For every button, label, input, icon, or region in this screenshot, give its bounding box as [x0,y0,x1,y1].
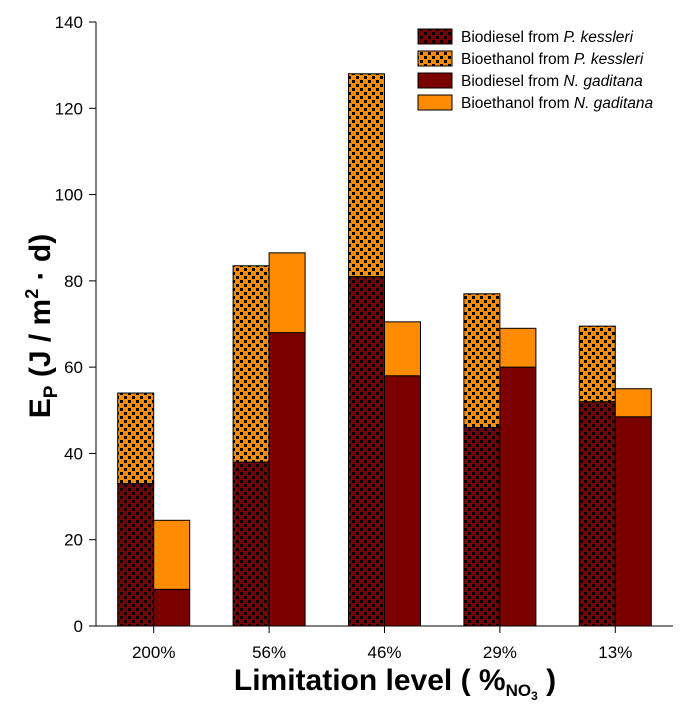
legend-label: Bioethanol from N. gaditana [461,95,654,112]
bar-ngaditana-series0-0 [153,588,191,627]
bar-pkessleri-series0-3 [463,427,501,627]
bar-ngaditana-series0-2 [384,375,421,627]
x-tick-label: 200% [132,643,175,662]
bar-pkessleri-series1-1 [232,265,270,463]
x-axis-title: Limitation level ( %NO3 ) [234,664,556,702]
bar-pkessleri-series0-0 [117,483,155,627]
bars-layer [117,73,652,627]
legend-label: Biodiesel from P. kessleri [461,29,634,46]
x-tick-label: 46% [367,643,401,662]
bar-ngaditana-series0-3 [499,366,537,627]
x-tick-label: 13% [598,643,632,662]
legend-label: Bioethanol from P. kessleri [461,51,644,68]
bar-pkessleri-series1-4 [578,325,616,403]
bar-ngaditana-series1-2 [384,321,421,377]
x-tick-label: 56% [252,643,286,662]
y-tick-label: 80 [64,272,83,291]
bar-ngaditana-series1-3 [499,327,537,368]
y-tick-label: 60 [64,358,83,377]
legend-label: Biodiesel from N. gaditana [461,73,643,90]
axes-layer: 0 20 40 60 80 100 120 140 200% 56% 46% 29% 13% [55,13,673,662]
bar-ngaditana-series1-0 [153,519,191,590]
y-tick-label: 40 [64,444,83,463]
bar-pkessleri-series0-2 [348,276,385,627]
legend-swatch [417,50,453,67]
legend-swatch [417,72,453,89]
legend: Biodiesel from P. kessleri Bioethanol fro… [417,28,654,112]
legend-swatch [417,94,453,111]
bar-pkessleri-series0-4 [578,401,616,627]
x-tick-label: 29% [483,643,517,662]
bar-ngaditana-series0-1 [268,332,306,627]
bar-pkessleri-series1-0 [117,392,155,485]
legend-swatch [417,28,453,45]
y-tick-label: 120 [55,99,83,118]
y-axis-title: EP (J / m2 · d) [22,234,62,418]
bar-pkessleri-series1-3 [463,293,501,429]
y-tick-label: 20 [64,531,83,550]
bar-pkessleri-series0-1 [232,461,270,627]
axis-labels: EP (J / m2 · d) Limitation level ( %NO3 ) [22,234,556,703]
bar-ngaditana-series0-4 [614,416,652,627]
bar-ngaditana-series1-4 [614,388,652,418]
y-tick-label: 100 [55,186,83,205]
y-tick-label: 140 [55,13,83,32]
bar-ngaditana-series1-1 [268,252,306,334]
bar-pkessleri-series1-2 [348,73,385,278]
y-tick-label: 0 [74,617,83,636]
